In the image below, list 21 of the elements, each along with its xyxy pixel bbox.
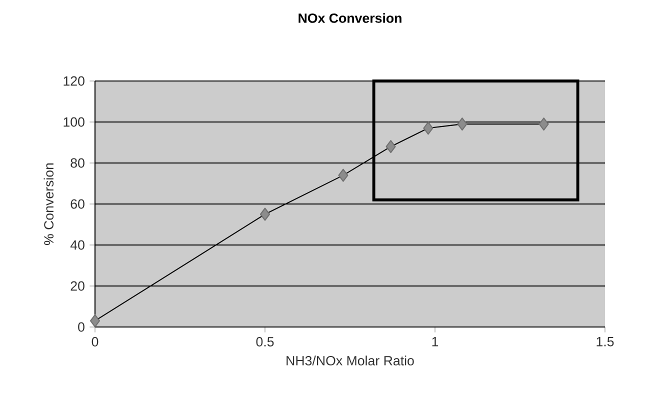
y-tick-label: 100 <box>64 117 84 127</box>
y-tick-label: 20 <box>70 281 84 291</box>
point <box>90 314 100 328</box>
point <box>423 122 434 135</box>
point <box>338 168 348 182</box>
chart-title: NOx Conversion <box>298 13 402 23</box>
x-tick-label: 1.5 <box>596 337 614 346</box>
y-tick-label: 40 <box>70 240 84 250</box>
point <box>538 118 549 131</box>
point <box>386 140 396 154</box>
x-tick-label: 1 <box>432 337 438 346</box>
x-tick-label: 0 <box>92 337 98 346</box>
y-tick-label: 80 <box>70 158 84 168</box>
y-tick-label: 120 <box>64 76 84 86</box>
x-tick-label: 0.5 <box>256 337 274 346</box>
y-tick-label: 0 <box>78 322 84 332</box>
x-axis-title: NH3/NOx Molar Ratio <box>286 356 414 366</box>
y-tick-label: 60 <box>70 199 84 209</box>
point <box>457 118 468 131</box>
point <box>260 208 270 221</box>
y-axis-title: % Conversion <box>44 163 54 246</box>
